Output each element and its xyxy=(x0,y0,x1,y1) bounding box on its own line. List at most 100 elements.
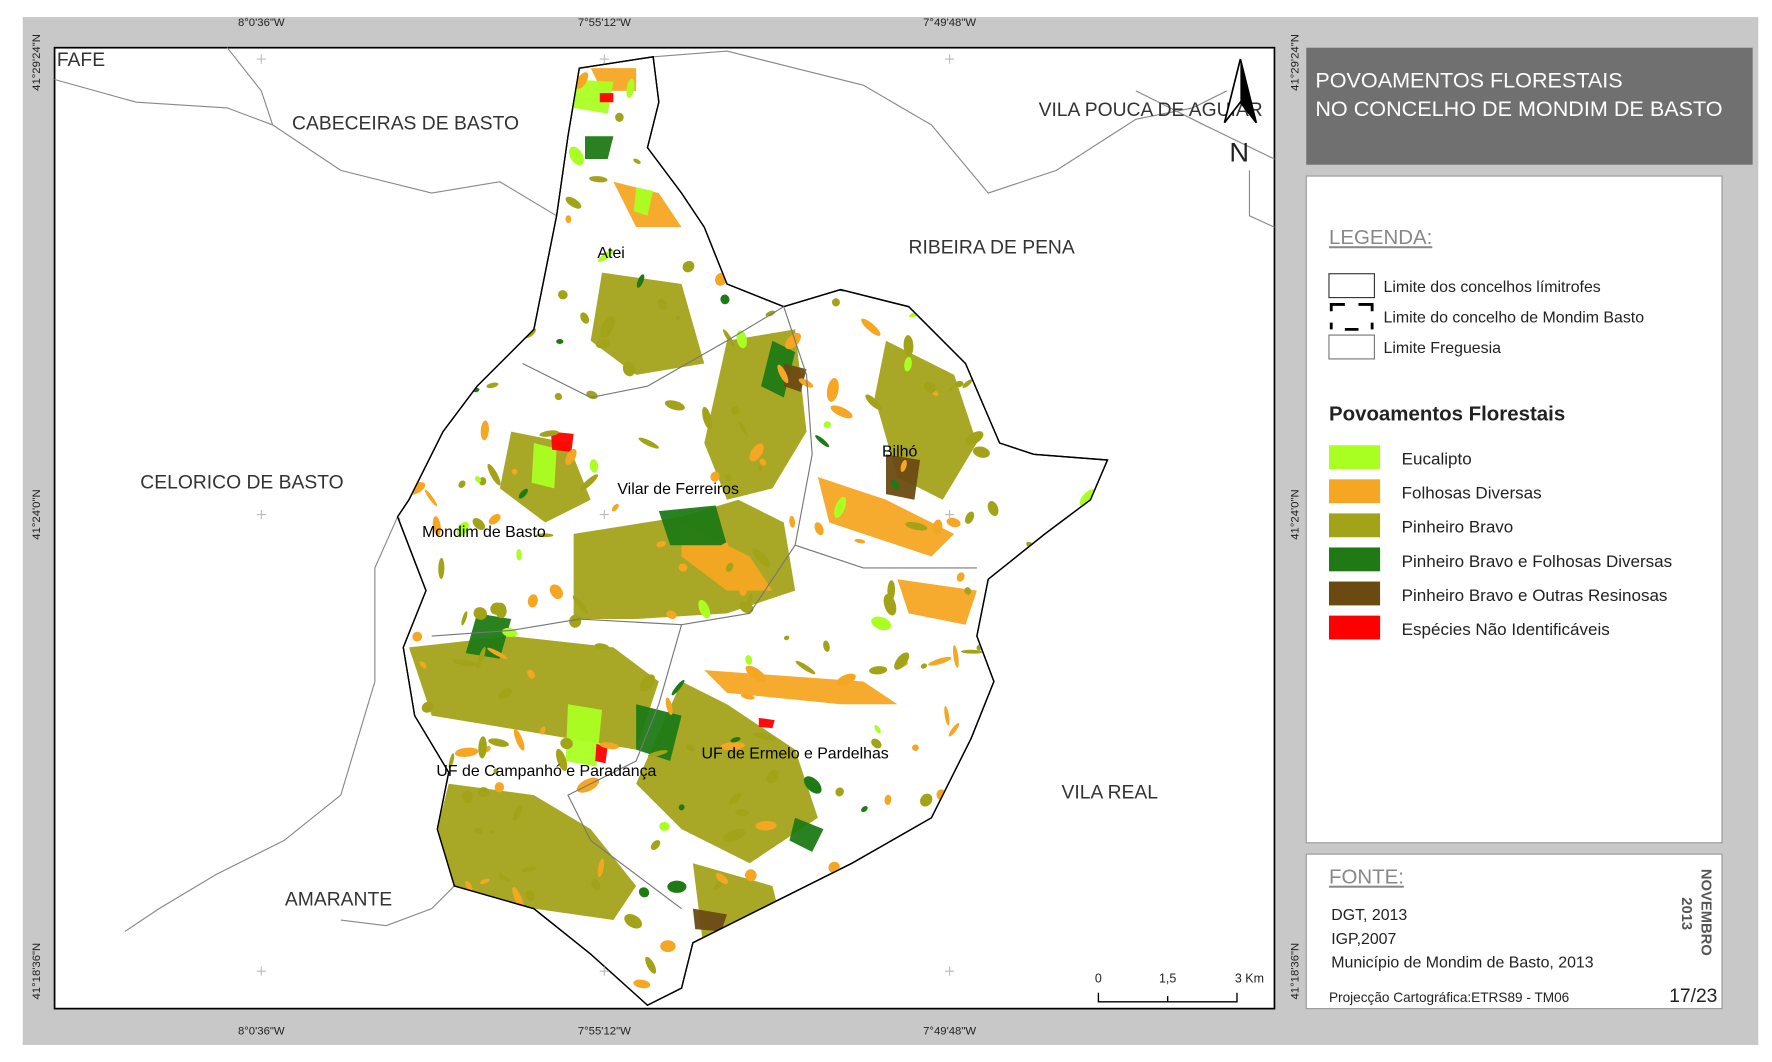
forest-patch xyxy=(886,454,921,500)
forest-patch xyxy=(525,890,536,901)
forest-patch xyxy=(715,873,728,885)
forest-patch xyxy=(702,406,713,430)
forest-patch xyxy=(474,827,484,835)
legend-box xyxy=(1305,175,1723,844)
forest-patch xyxy=(965,511,975,524)
legend-swatch xyxy=(1328,334,1375,360)
forest-patch xyxy=(964,587,972,595)
forest-patch xyxy=(511,468,518,475)
forest-patch xyxy=(611,503,619,512)
forest-patch xyxy=(456,521,469,537)
legend-swatch xyxy=(1328,479,1381,504)
forest-patch xyxy=(599,742,619,750)
forest-patch xyxy=(626,78,635,99)
forest-patch xyxy=(461,611,468,626)
legend-label: Pinheiro Bravo e Folhosas Diversas xyxy=(1402,552,1672,571)
forest-patch xyxy=(527,594,538,608)
forest-patch xyxy=(512,886,524,910)
parish-boundary xyxy=(522,306,785,399)
parish-boundary xyxy=(431,306,813,637)
forest-patch xyxy=(473,607,487,620)
legend-label: Folhosas Diversas xyxy=(1402,484,1542,503)
forest-patch xyxy=(678,804,685,811)
parish-label: UF de Ermelo e Pardelhas xyxy=(702,746,889,763)
graticule xyxy=(256,54,955,976)
forest-patch xyxy=(789,817,824,852)
forest-patch xyxy=(480,420,489,441)
legend-label: Limite dos concelhos límitrofes xyxy=(1383,279,1600,296)
forest-patch xyxy=(740,693,755,700)
source-heading: FONTE: xyxy=(1329,866,1404,889)
forest-patch xyxy=(722,828,746,843)
place-label: CELORICO DE BASTO xyxy=(140,472,343,493)
forest-patch xyxy=(479,477,487,486)
forest-patch xyxy=(465,880,473,892)
forest-patch xyxy=(874,724,881,734)
forest-patch xyxy=(494,782,505,793)
forest-patch xyxy=(817,477,955,557)
scale-bar xyxy=(1097,992,1238,1003)
coord-label: 7°49'48"W xyxy=(923,1026,976,1038)
place-label: AMARANTE xyxy=(285,889,392,910)
forest-patch xyxy=(953,645,959,668)
county-boundary xyxy=(340,885,455,927)
forest-patch xyxy=(814,522,824,536)
forest-patch xyxy=(600,316,616,339)
forest-patch xyxy=(472,518,486,531)
forest-patch xyxy=(633,979,651,989)
forest-patch xyxy=(755,820,777,831)
forest-patch xyxy=(490,602,503,615)
forest-patch xyxy=(710,471,720,482)
forest-patch xyxy=(830,405,853,419)
coord-label: 8°0'36"W xyxy=(238,17,285,29)
forest-patch xyxy=(438,557,445,580)
forest-patch xyxy=(590,878,601,891)
forest-patch xyxy=(815,435,830,448)
title: NO CONCELHO DE MONDIM DE BASTO xyxy=(1315,96,1722,121)
forest-patch xyxy=(487,647,507,659)
forest-patch xyxy=(531,442,557,489)
forest-patch xyxy=(633,158,641,164)
source-line: DGT, 2013 xyxy=(1331,907,1407,924)
forest-patch xyxy=(572,595,589,614)
source-line: Município de Mondim de Basto, 2013 xyxy=(1331,955,1594,972)
forest-patch xyxy=(539,726,546,735)
coord-label: 8°0'36"W xyxy=(238,1026,285,1038)
forest-patch xyxy=(928,656,952,666)
forest-patch xyxy=(636,274,645,288)
forest-patch xyxy=(638,437,659,449)
legend-label: Espécies Não Identificáveis xyxy=(1402,620,1610,639)
parish-boundary xyxy=(794,544,977,569)
forest-patch xyxy=(871,616,892,631)
forest-patch xyxy=(777,364,789,384)
coord-label: 41°18'36"N xyxy=(1289,943,1301,1000)
forest-patch xyxy=(465,613,512,659)
forest-patch xyxy=(595,338,610,349)
forest-patch xyxy=(488,514,501,525)
forest-patch xyxy=(660,940,676,953)
forest-patch xyxy=(421,701,434,713)
forest-patch xyxy=(486,382,499,389)
forest-patch xyxy=(657,298,668,311)
forest-patch xyxy=(944,706,950,726)
forest-patch xyxy=(594,643,609,650)
county-boundary xyxy=(226,47,274,126)
forest-patch xyxy=(513,728,525,751)
forest-patch xyxy=(556,339,564,345)
forest-patch xyxy=(448,753,455,769)
forest-patch xyxy=(795,660,816,675)
forest-patch xyxy=(647,750,668,757)
scale-label: 3 Km xyxy=(1235,971,1264,985)
forest-patch xyxy=(946,517,961,528)
forest-patch xyxy=(664,400,685,411)
forest-patch xyxy=(589,459,599,473)
county-boundary xyxy=(54,78,557,217)
forest-patch xyxy=(826,378,839,402)
forest-patch xyxy=(432,516,441,536)
legend-swatch xyxy=(1328,445,1381,470)
forest-patch xyxy=(622,361,636,377)
forest-patch xyxy=(948,723,960,737)
forest-patch xyxy=(419,661,427,669)
municipality-boundary xyxy=(396,56,1109,1007)
